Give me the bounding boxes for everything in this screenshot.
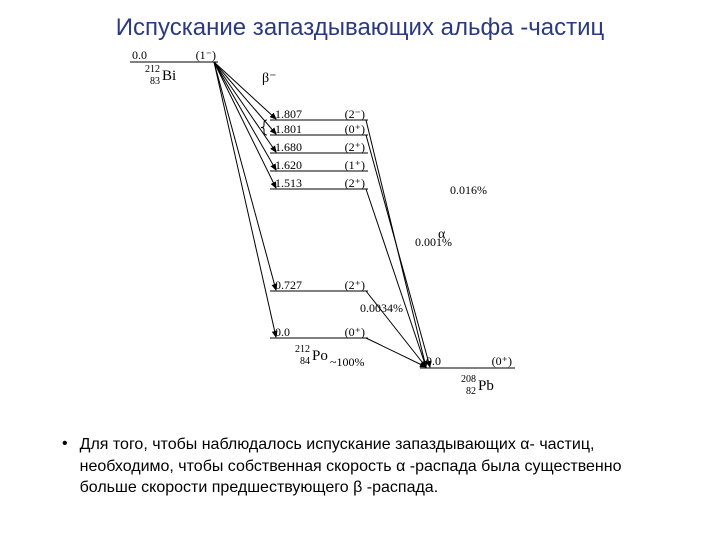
bi-nuclide-sym: Bi (162, 68, 176, 84)
po-spin-0: (2⁻) (345, 107, 365, 121)
branch-label-3: ~100% (330, 355, 365, 369)
po-energy-4: 1.513 (275, 176, 302, 190)
branch-label-0: 0.016% (450, 183, 487, 197)
bi-nuclide-z: 83 (150, 76, 160, 87)
po-spin-1: (0⁺) (345, 122, 365, 136)
parent-spin: (1⁻) (196, 48, 216, 62)
po-energy-2: 1.680 (275, 140, 302, 154)
po-energy-1: 1.801 (275, 122, 302, 136)
title-text: Испускание запаздывающих альфа -частиц (116, 14, 604, 41)
po-energy-5: 0.727 (275, 278, 302, 292)
po-nuclide-sym: Po (312, 348, 328, 364)
pb-nuclide-z: 82 (466, 386, 476, 397)
branch-label-2: 0.0034% (360, 301, 403, 315)
po-spin-5: (2⁺) (345, 278, 365, 292)
po-energy-0: 1.807 (275, 107, 302, 121)
branch-label-1: 0.001% (415, 235, 452, 249)
alpha-arrow-3 (366, 338, 426, 367)
po-spin-4: (2⁺) (345, 176, 365, 190)
po-spin-3: (1⁺) (345, 158, 365, 172)
parent-energy: 0.0 (132, 48, 147, 62)
bullet-text: Для того, чтобы наблюдалось испускание з… (80, 434, 647, 499)
page-title: Испускание запаздывающих альфа -частиц (0, 14, 720, 42)
po-energy-3: 1.620 (275, 158, 302, 172)
pb-nuclide-sym: Pb (478, 378, 494, 394)
decay-diagram: 0.0(1⁻)21283Biβ⁻1.807(2⁻)1.801(0⁺)1.680(… (120, 48, 580, 418)
po-energy-6: 0.0 (275, 325, 290, 339)
beta-arrow-5 (214, 62, 276, 290)
bullet-block: • Для того, чтобы наблюдалось испускание… (62, 434, 647, 499)
pb-nuclide-mass: 208 (461, 374, 476, 385)
po-spin-6: (0⁺) (345, 325, 365, 339)
beta-label: β⁻ (262, 71, 277, 86)
bullet-item: • Для того, чтобы наблюдалось испускание… (62, 434, 647, 499)
pb-spin: (0⁺) (492, 354, 512, 368)
po-nuclide-z: 84 (300, 356, 310, 367)
bi-nuclide-mass: 212 (145, 64, 160, 75)
alpha-arrow-1 (366, 189, 426, 367)
po-nuclide-mass: 212 (295, 344, 310, 355)
bullet-marker: • (62, 434, 68, 455)
po-spin-2: (2⁺) (345, 140, 365, 154)
beta-arrow-6 (214, 62, 276, 337)
